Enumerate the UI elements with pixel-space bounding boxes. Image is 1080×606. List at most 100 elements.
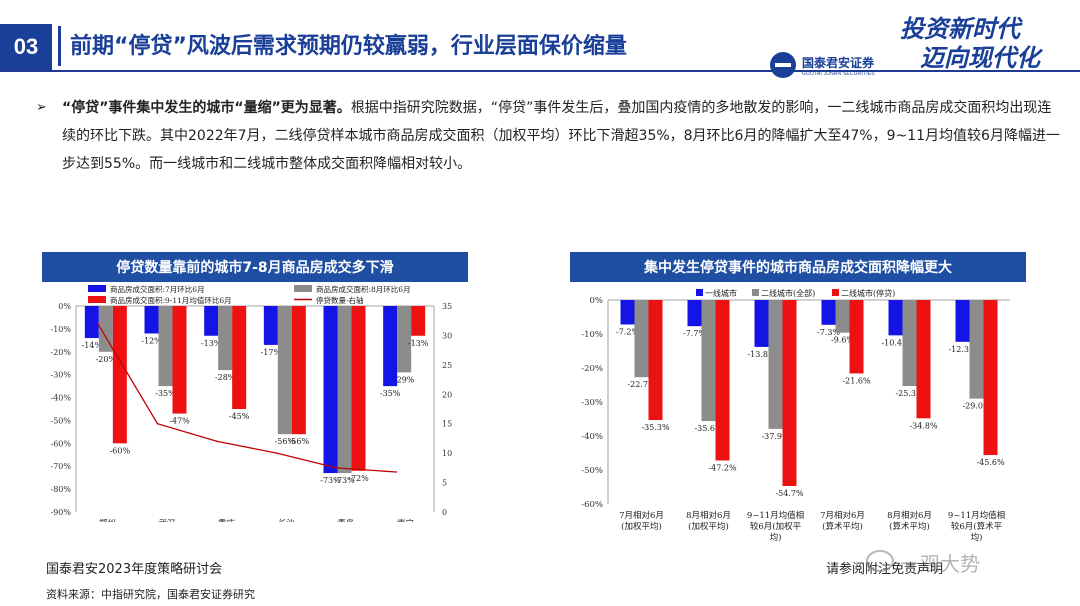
right-x-label-line: 均) — [971, 532, 983, 543]
right-bar-label-s2-3: -21.6% — [842, 376, 871, 385]
left-line-point-5 — [395, 471, 397, 473]
left-y-tick-label: -90% — [51, 508, 72, 517]
left-chart-title: 停贷数量靠前的城市7-8月商品房成交多下滑 — [42, 252, 468, 282]
left-y-tick-label: -70% — [51, 462, 72, 471]
wechat-watermark-icon — [866, 550, 894, 572]
right-y-tick-label: -50% — [581, 466, 603, 476]
right-bar-label-s1-4: -25.3% — [895, 389, 924, 398]
left-bar-s2-郑州 — [112, 306, 127, 444]
left-legend-label-1: 商品房成交面积:8月环比6月 — [316, 284, 411, 294]
left-x-label-重庆: 重庆 — [217, 518, 236, 522]
left-bar-s0-南宁 — [383, 306, 398, 387]
right-bar-s2-4 — [916, 300, 931, 419]
slogan: 投资新时代 迈向现代化 — [900, 14, 1060, 72]
right-bar-label-s2-5: -45.6% — [976, 458, 1005, 467]
logo-name-en: GUOTAI JUNAN SECURITIES — [802, 70, 875, 77]
left-bar-s0-青岛 — [323, 306, 338, 474]
right-bar-label-s1-2: -37.9% — [761, 432, 790, 441]
left-bar-s2-长沙 — [291, 306, 306, 435]
right-x-label-3: 7月相对6月(算术平均) — [820, 510, 865, 532]
right-x-label-line: (算术平均) — [889, 521, 930, 532]
title-accent-bar — [58, 26, 61, 66]
right-bar-s2-2 — [782, 300, 797, 486]
left-y-right-tick-label: 25 — [442, 361, 452, 370]
section-number: 03 — [0, 24, 52, 70]
left-x-label-郑州: 郑州 — [97, 518, 116, 522]
left-y-tick-label: -40% — [51, 394, 72, 403]
right-bar-label-s2-2: -54.7% — [775, 489, 804, 498]
header-divider — [0, 70, 1080, 72]
right-bar-label-s0-5: -12.3% — [948, 345, 977, 354]
logo-name-cn: 国泰君安证券 — [802, 55, 875, 70]
left-y-tick-label: -30% — [51, 371, 72, 380]
left-bar-label-s1-武汉: -35% — [155, 389, 176, 398]
left-bar-label-s1-青岛: -73% — [334, 476, 355, 485]
left-chart-panel: 商品房成交面积:7月环比6月 商品房成交面积:8月环比6月 商品房成交面积:9-11… — [42, 282, 468, 529]
left-bar-label-s0-青岛: -73% — [320, 476, 341, 485]
right-legend-swatch-2 — [832, 289, 839, 296]
right-x-label-line: (加权平均) — [688, 521, 729, 532]
left-x-label-长沙: 长沙 — [276, 518, 295, 522]
right-bar-label-s1-3: -9.6% — [831, 336, 854, 345]
left-bar-label-s0-郑州: -14% — [82, 341, 103, 350]
right-x-label-line: 9~11月均值相 — [747, 510, 804, 521]
right-bar-s1-2 — [768, 300, 783, 429]
left-bar-label-s0-武汉: -12% — [141, 336, 162, 345]
left-y-tick-label: -50% — [51, 416, 72, 425]
right-bar-label-s2-4: -34.8% — [909, 421, 938, 430]
left-line-series — [97, 323, 397, 473]
left-line-point-3 — [276, 452, 278, 454]
company-logo: 国泰君安证券 GUOTAI JUNAN SECURITIES — [770, 52, 875, 78]
left-y-right-tick-label: 35 — [442, 302, 452, 311]
slide-title: 前期“停贷”风波后需求预期仍较羸弱，行业层面保价缩量 — [70, 34, 627, 59]
right-x-label-line: 较6月(加权平 — [750, 521, 802, 532]
right-bar-s0-1 — [687, 300, 702, 327]
logo-mark-icon — [770, 52, 796, 78]
left-bar-label-s1-重庆: -28% — [215, 373, 236, 382]
right-x-label-line: (加权平均) — [621, 521, 662, 532]
left-bar-label-s2-郑州: -60% — [110, 446, 131, 455]
right-bar-s1-4 — [902, 300, 917, 387]
right-y-tick-label: -20% — [581, 364, 603, 374]
right-legend-label-1: 二线城市(全部) — [761, 288, 815, 298]
right-y-tick-label: -40% — [581, 432, 603, 442]
right-x-label-line: 7月相对6月 — [619, 510, 664, 521]
left-legend-swatch-0 — [88, 285, 106, 292]
left-line-point-2 — [216, 440, 218, 443]
left-bar-label-s0-重庆: -13% — [201, 339, 222, 348]
left-bar-label-s0-南宁: -35% — [380, 389, 401, 398]
right-x-label-2: 9~11月均值相较6月(加权平均) — [747, 510, 804, 543]
left-legend-label-2: 商品房成交面积:9-11月均值环比6月 — [110, 295, 232, 305]
right-legend-swatch-1 — [752, 289, 759, 296]
right-bar-s1-3 — [835, 300, 850, 333]
right-y-tick-label: -10% — [581, 330, 603, 340]
right-x-label-line: 8月相对6月 — [686, 510, 731, 521]
left-legend-swatch-2 — [88, 296, 106, 303]
right-legend-swatch-0 — [696, 289, 703, 296]
right-bar-label-s2-0: -35.3% — [641, 423, 670, 432]
left-chart: 商品房成交面积:7月环比6月 商品房成交面积:8月环比6月商品房成交面积:9-11… — [51, 284, 453, 529]
left-bar-label-s1-长沙: -56% — [275, 437, 296, 446]
left-x-label-青岛: 青岛 — [336, 518, 354, 522]
left-line-point-0 — [97, 322, 99, 325]
left-y-tick-label: -80% — [51, 485, 72, 494]
left-bar-label-s1-南宁: -29% — [394, 375, 415, 384]
right-bar-s1-5 — [969, 300, 984, 399]
right-x-label-line: (算术平均) — [822, 521, 863, 532]
right-x-label-5: 9~11月均值相较6月(算术平均) — [948, 510, 1005, 543]
right-legend-label-0: 一线城市 — [705, 288, 737, 298]
slogan-line-2: 迈向现代化 — [920, 43, 1040, 72]
right-chart: 一线城市 二线城市(全部) 二线城市(停贷) 0% -10% -20% -30% -40% -5… — [581, 288, 1010, 543]
left-bar-s1-长沙 — [277, 306, 292, 435]
right-chart-title: 集中发生停贷事件的城市商品房成交面积降幅更大 — [570, 252, 1026, 282]
left-bar-s1-南宁 — [397, 306, 412, 373]
right-bar-label-s1-0: -22.7% — [627, 380, 656, 389]
right-bar-s0-3 — [821, 300, 836, 325]
left-y-right-tick-label: 0 — [442, 508, 447, 517]
right-bar-label-s0-4: -10.4% — [881, 338, 910, 347]
left-bar-s0-武汉 — [144, 306, 159, 334]
right-bar-s1-1 — [701, 300, 716, 422]
left-y-right-tick-label: 20 — [442, 390, 452, 399]
left-bar-s1-武汉 — [158, 306, 173, 387]
right-legend-label-2: 二线城市(停贷) — [841, 288, 895, 298]
